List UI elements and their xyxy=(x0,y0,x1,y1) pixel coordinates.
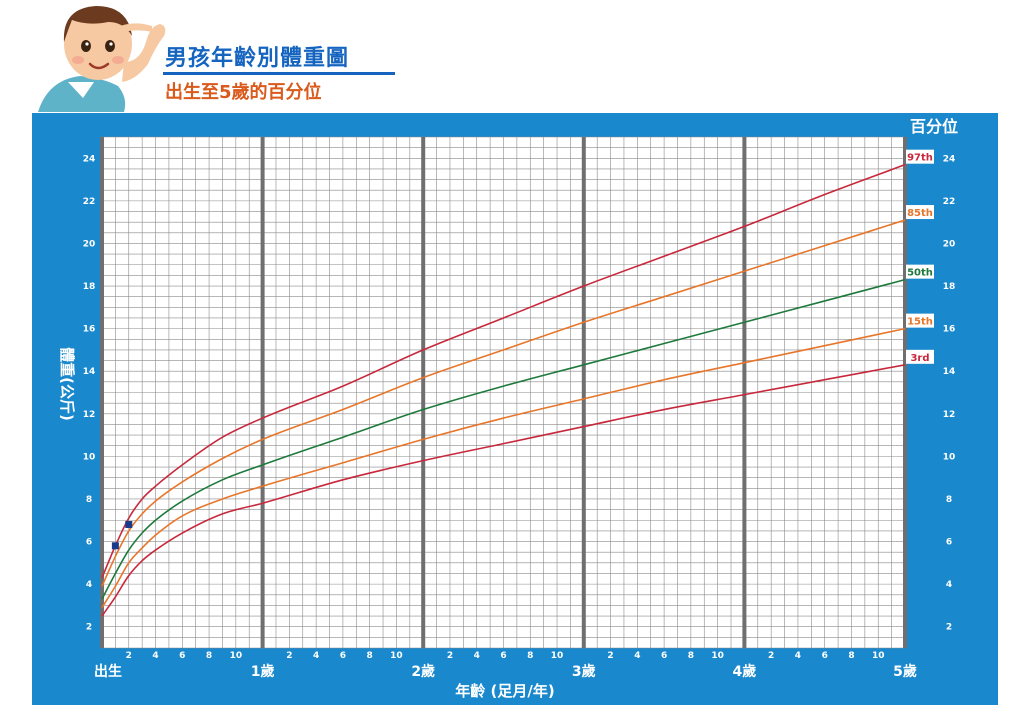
y-tick-label-left: 6 xyxy=(86,538,92,548)
x-year-label: 出生 xyxy=(94,663,122,680)
y-tick-label-left: 12 xyxy=(83,410,96,420)
x-month-tick-label: 10 xyxy=(872,651,885,661)
x-month-tick-label: 8 xyxy=(206,651,212,661)
x-month-tick-label: 10 xyxy=(711,651,724,661)
y-tick-label-right: 20 xyxy=(943,239,956,249)
legend-box-15th xyxy=(906,313,934,328)
y-axis-title: 體重(公斤) xyxy=(58,347,76,421)
y-tick-label-right: 24 xyxy=(943,154,956,164)
x-month-tick-label: 6 xyxy=(340,651,346,661)
x-month-tick-label: 8 xyxy=(688,651,694,661)
series-line-85th xyxy=(101,219,906,587)
y-tick-label-right: 2 xyxy=(946,623,952,633)
y-tick-label-left: 22 xyxy=(83,197,96,207)
x-axis-month-ticks: 2 4 6 8 10 2 4 6 8 10 2 4 6 8 10 2 4 6 8 10 2 4 6 8 10 xyxy=(126,651,885,661)
y-tick-label-left: 16 xyxy=(83,325,96,335)
y-tick-label-right: 18 xyxy=(943,282,956,292)
grid-minor xyxy=(102,136,905,649)
percentile-legend: 97th 85th 50th 15th 3rd xyxy=(906,149,934,364)
x-axis-title: 年齡 (足月/年) xyxy=(455,682,554,700)
legend-box-85th xyxy=(906,205,934,220)
x-month-tick-label: 8 xyxy=(848,651,854,661)
x-month-tick-label: 2 xyxy=(286,651,292,661)
x-month-tick-label: 6 xyxy=(661,651,667,661)
x-year-label: 3歲 xyxy=(572,663,596,680)
x-month-tick-label: 10 xyxy=(230,651,243,661)
x-month-tick-label: 2 xyxy=(126,651,132,661)
legend-label-15th: 15th xyxy=(907,317,933,328)
x-month-tick-label: 2 xyxy=(768,651,774,661)
chart-subtitle: 出生至5歲的百分位 xyxy=(165,82,322,103)
y-tick-label-left: 14 xyxy=(83,367,96,377)
y-tick-label-left: 10 xyxy=(83,452,96,462)
x-month-tick-label: 8 xyxy=(367,651,373,661)
x-month-tick-label: 10 xyxy=(551,651,564,661)
legend-label-3rd: 3rd xyxy=(910,353,929,364)
data-marker-point xyxy=(111,542,119,550)
data-markers xyxy=(111,521,133,550)
y-tick-label-left: 2 xyxy=(86,623,92,633)
y-tick-label-right: 14 xyxy=(943,367,956,377)
legend-label-50th: 50th xyxy=(907,268,933,279)
y-tick-label-right: 4 xyxy=(946,580,952,590)
data-marker-point xyxy=(125,521,133,529)
y-tick-label-right: 6 xyxy=(946,538,952,548)
y-tick-label-left: 24 xyxy=(83,154,96,164)
x-month-tick-label: 4 xyxy=(474,651,480,661)
x-month-tick-label: 4 xyxy=(313,651,319,661)
title-underline xyxy=(163,72,395,75)
x-year-label: 4歲 xyxy=(733,663,757,680)
x-month-tick-label: 4 xyxy=(795,651,801,661)
series-line-3rd xyxy=(101,364,906,617)
legend-label-97th: 97th xyxy=(907,153,933,164)
y-tick-label-right: 12 xyxy=(943,410,956,420)
x-month-tick-label: 6 xyxy=(822,651,828,661)
x-month-tick-label: 6 xyxy=(179,651,185,661)
series-line-15th xyxy=(101,327,906,608)
y-tick-label-left: 4 xyxy=(86,580,92,590)
x-year-label: 5歲 xyxy=(893,663,917,680)
x-year-label: 2歲 xyxy=(411,663,435,680)
y-tick-label-right: 22 xyxy=(943,197,956,207)
boy-mascot-icon xyxy=(38,6,166,112)
y-tick-label-left: 18 xyxy=(83,282,96,292)
header: 男孩年齡別體重圖 出生至5歲的百分位 xyxy=(0,0,1024,112)
x-month-tick-label: 2 xyxy=(447,651,453,661)
x-month-tick-label: 8 xyxy=(527,651,533,661)
legend-box-97th xyxy=(906,149,934,164)
y-tick-label-left: 20 xyxy=(83,239,96,249)
y-tick-label-left: 8 xyxy=(86,495,92,505)
series-line-97th xyxy=(101,163,906,579)
legend-box-3rd xyxy=(906,349,934,364)
chart-title: 男孩年齡別體重圖 xyxy=(165,46,350,71)
legend-box-50th xyxy=(906,264,934,279)
legend-label-85th: 85th xyxy=(907,208,933,219)
x-month-tick-label: 6 xyxy=(500,651,506,661)
series-line-50th xyxy=(101,278,906,600)
y-tick-label-right: 10 xyxy=(943,452,956,462)
x-year-label: 1歲 xyxy=(251,663,275,680)
x-month-tick-label: 4 xyxy=(152,651,158,661)
x-month-tick-label: 4 xyxy=(634,651,640,661)
grid-year-lines xyxy=(100,137,907,648)
percentile-series xyxy=(101,163,906,617)
percentile-header: 百分位 xyxy=(910,117,958,136)
y-tick-label-right: 16 xyxy=(943,325,956,335)
y-tick-label-right: 8 xyxy=(946,495,952,505)
x-axis-year-labels: 出生 1歲 2歲 3歲 4歲 5歲 xyxy=(94,663,917,680)
x-month-tick-label: 2 xyxy=(607,651,613,661)
x-month-tick-label: 10 xyxy=(390,651,403,661)
